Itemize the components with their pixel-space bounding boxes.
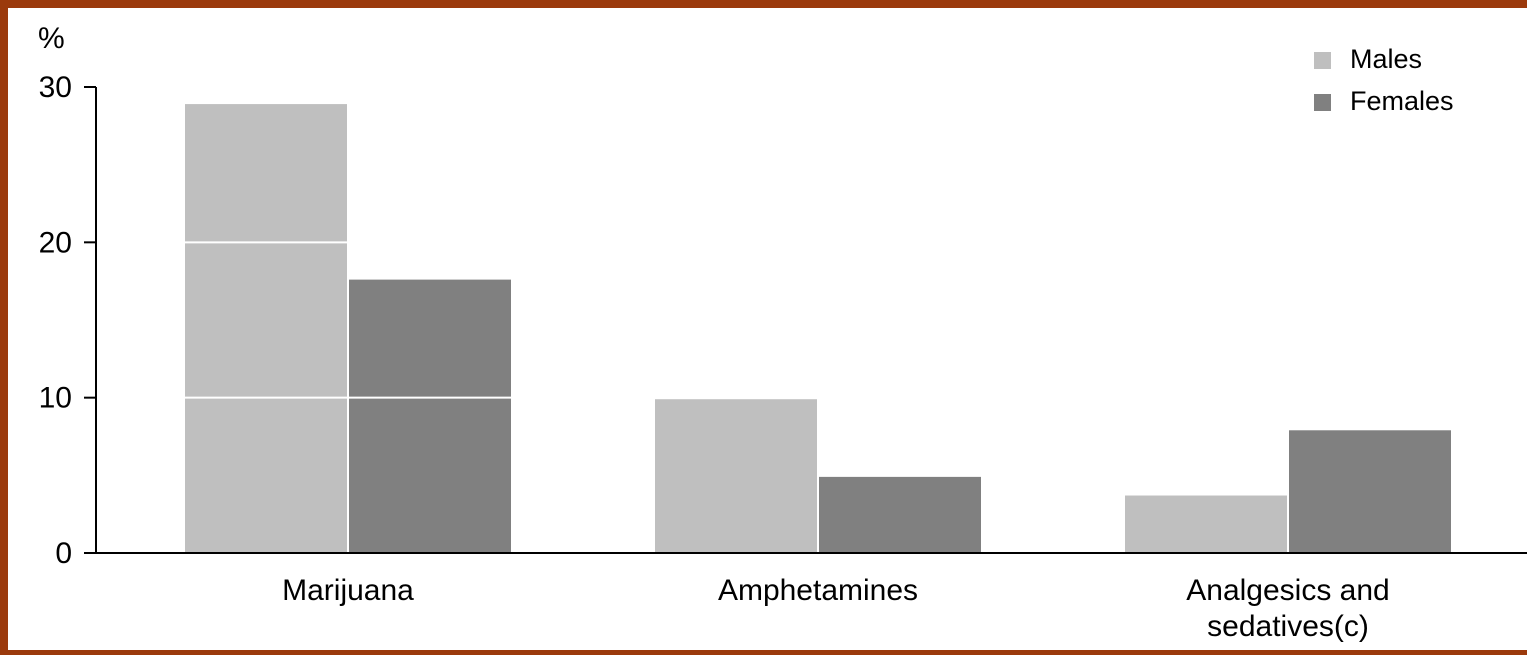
bar-females-2 <box>819 476 981 553</box>
x-label-1-line-1: Marijuana <box>282 574 414 607</box>
bar-males-2 <box>655 399 817 553</box>
legend: Males Females <box>1314 44 1454 116</box>
legend-label-males: Males <box>1350 44 1422 74</box>
axes-layer <box>84 87 1527 554</box>
y-ticks-layer: 0 10 20 30 <box>39 71 96 570</box>
legend-label-females: Females <box>1350 86 1454 116</box>
bar-males-1 <box>185 104 347 553</box>
legend-swatch-males <box>1314 52 1331 69</box>
gridlines-layer <box>96 86 1527 399</box>
y-axis-label: % <box>38 22 65 55</box>
y-tick-label-30: 30 <box>39 71 72 104</box>
bar-females-3 <box>1289 430 1451 553</box>
bars-layer <box>185 104 1451 553</box>
x-label-3-line-2: sedatives(c) <box>1207 610 1369 643</box>
y-tick-label-10: 10 <box>39 382 72 415</box>
bar-females-1 <box>349 279 511 553</box>
chart-frame: 0 10 20 30 % Marijuana Amphetamines Analgesic… <box>8 8 1527 650</box>
y-tick-label-0: 0 <box>55 537 72 570</box>
y-tick-label-20: 20 <box>39 226 72 259</box>
bar-males-3 <box>1125 495 1287 553</box>
legend-swatch-females <box>1314 94 1331 111</box>
x-label-2-line-1: Amphetamines <box>718 574 918 607</box>
bar-chart: 0 10 20 30 % Marijuana Amphetamines Analgesic… <box>38 22 1527 643</box>
x-label-3-line-1: Analgesics and <box>1186 574 1389 607</box>
x-labels-layer: Marijuana Amphetamines Analgesics andsedat… <box>282 574 1390 643</box>
